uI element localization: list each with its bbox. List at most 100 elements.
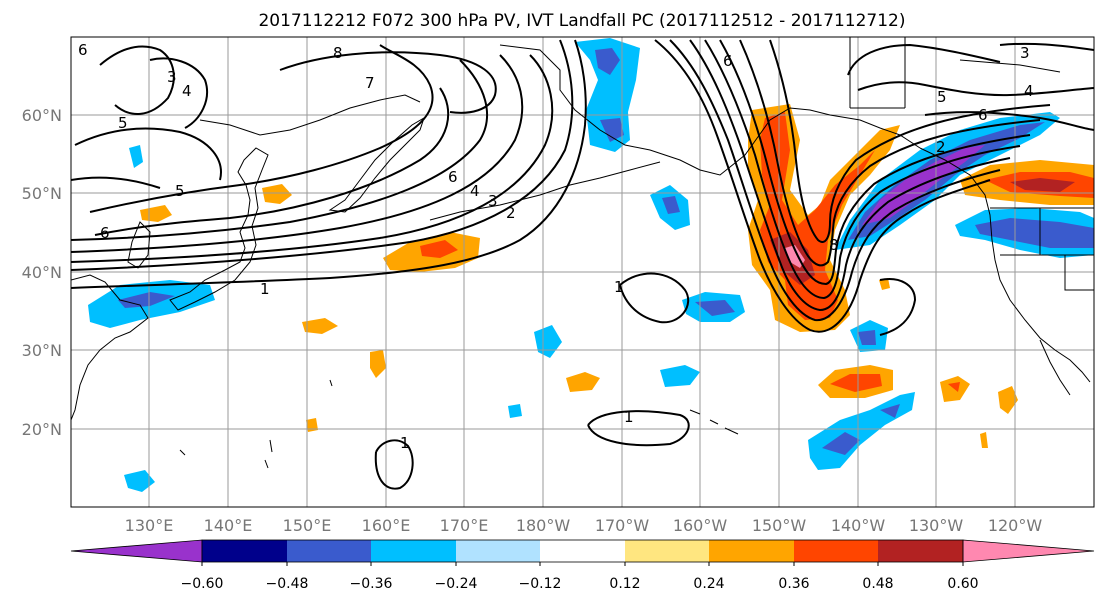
- pv-contour-27: [879, 278, 917, 336]
- colorbar-segment: [709, 540, 794, 562]
- lat-label: 60°N: [22, 106, 62, 125]
- colorbar-segment: [540, 540, 625, 562]
- lon-label: 130°E: [125, 516, 174, 535]
- okhotsk-coast: [199, 94, 421, 136]
- pv-label: 1: [624, 408, 634, 426]
- pv-contour-15: [689, 39, 1011, 312]
- pv-contour-5: [89, 44, 434, 213]
- colorbar-tick-label: 0.12: [609, 576, 640, 592]
- positive-small-1: [140, 205, 172, 222]
- lon-label: 130°W: [909, 516, 964, 535]
- positive-pink-peak: [785, 245, 805, 268]
- korea-coast: [127, 221, 151, 269]
- map-title: 2017112212 F072 300 hPa PV, IVT Landfall…: [258, 11, 905, 31]
- positive-small-5: [566, 372, 600, 392]
- colorbar: [70, 539, 1095, 566]
- colorbar-arrow-right: [962, 539, 1095, 563]
- colorbar-segment: [878, 540, 963, 562]
- pv-label: 6: [448, 168, 458, 186]
- pv-contour-2: [71, 39, 574, 271]
- colorbar-tick-label: −0.12: [519, 576, 562, 592]
- pv-label: 8: [829, 236, 839, 254]
- colorbar-tick-label: −0.24: [435, 576, 478, 592]
- colorbar-tick-label: 0.36: [778, 576, 809, 592]
- pv-label: 5: [175, 182, 185, 200]
- negative-southeast-core: [822, 432, 860, 455]
- pv-contours: [71, 39, 1094, 490]
- hawaii-islands: [689, 409, 739, 435]
- alaska-coast: [499, 44, 921, 176]
- pv-label: 4: [182, 82, 192, 100]
- negative-small-3: [660, 365, 700, 387]
- positive-small-7: [998, 386, 1018, 414]
- lat-label: 40°N: [22, 263, 62, 282]
- pv-contour-26: [374, 439, 414, 490]
- asia-coast: [71, 274, 149, 421]
- colorbar-arrow-left: [70, 539, 203, 563]
- pv-contour-8: [279, 51, 497, 114]
- pv-contour-1: [71, 54, 554, 263]
- colorbar-segment: [794, 540, 878, 562]
- negative-core-nw-us: [975, 218, 1094, 248]
- colorbar-segment: [371, 540, 456, 562]
- negative-small-1-core: [662, 196, 680, 214]
- pv-contour-16: [704, 39, 1021, 300]
- kamchatka-coast: [328, 116, 425, 213]
- lon-label: 150°W: [752, 516, 807, 535]
- colorbar-tick-label: 0.24: [693, 576, 724, 592]
- pv-label: 6: [723, 52, 733, 70]
- lon-label: 140°E: [204, 516, 253, 535]
- pv-contour-25: [587, 410, 690, 447]
- lon-label: 180°W: [516, 516, 571, 535]
- colorbar-tick-label: 0.48: [862, 576, 893, 592]
- negative-mid-east-core: [858, 330, 876, 345]
- pv-label: 6: [78, 41, 88, 59]
- colorbar-tick-label: −0.60: [181, 576, 224, 592]
- negative-alaska-north-core: [595, 48, 620, 75]
- pv-label: 5: [937, 88, 947, 106]
- pv-contour-7: [71, 39, 587, 289]
- lon-label: 160°E: [362, 516, 411, 535]
- pv-label: 2: [936, 138, 946, 156]
- pv-contour-6: [94, 87, 450, 236]
- lon-label: 150°E: [283, 516, 332, 535]
- pv-contour-3: [71, 54, 524, 253]
- positive-small-9: [980, 432, 988, 448]
- lat-label: 50°N: [22, 184, 62, 203]
- pv-contour-18: [739, 39, 1041, 267]
- pv-label: 6: [100, 224, 110, 242]
- canada-lines: [850, 37, 1061, 109]
- negative-small-5: [129, 145, 143, 168]
- colorbar-tick-label: −0.36: [350, 576, 393, 592]
- pv-label: 1: [614, 278, 624, 296]
- pv-label: 6: [978, 106, 988, 124]
- lon-label: 170°W: [595, 516, 650, 535]
- pv-contour-21: [847, 43, 1001, 76]
- pv-contour-12: [71, 176, 161, 189]
- positive-small-6-core: [948, 382, 960, 392]
- pv-contour-24: [619, 272, 690, 324]
- pv-label: 8: [333, 44, 343, 62]
- negative-central-pacific-core: [695, 300, 735, 316]
- map-content: 6 8 3 4 7 5 5 6 6 4 3 2 1 1 1 1 6 5 4 3 …: [71, 37, 1094, 507]
- positive-peak-canada: [1010, 178, 1075, 192]
- positive-small-2: [262, 184, 292, 204]
- negative-japan-south-core: [118, 292, 175, 308]
- na-west-coast: [919, 147, 1091, 383]
- lat-label: 20°N: [22, 420, 62, 439]
- pv-contour-13: [654, 39, 991, 333]
- negative-small-4: [124, 470, 155, 492]
- colorbar-segment: [202, 540, 287, 562]
- colorbar-segment: [625, 540, 709, 562]
- negative-alaska-north-core2: [600, 118, 624, 142]
- lon-label: 160°W: [673, 516, 728, 535]
- positive-small-8: [306, 418, 318, 432]
- aleutians: [429, 161, 661, 221]
- positive-small-10: [879, 278, 890, 290]
- pv-contour-11: [74, 127, 222, 181]
- pv-label: 1: [400, 434, 410, 452]
- pv-contour-22: [999, 42, 1094, 51]
- lon-label: 120°W: [988, 516, 1043, 535]
- pv-contour-19: [769, 39, 1051, 243]
